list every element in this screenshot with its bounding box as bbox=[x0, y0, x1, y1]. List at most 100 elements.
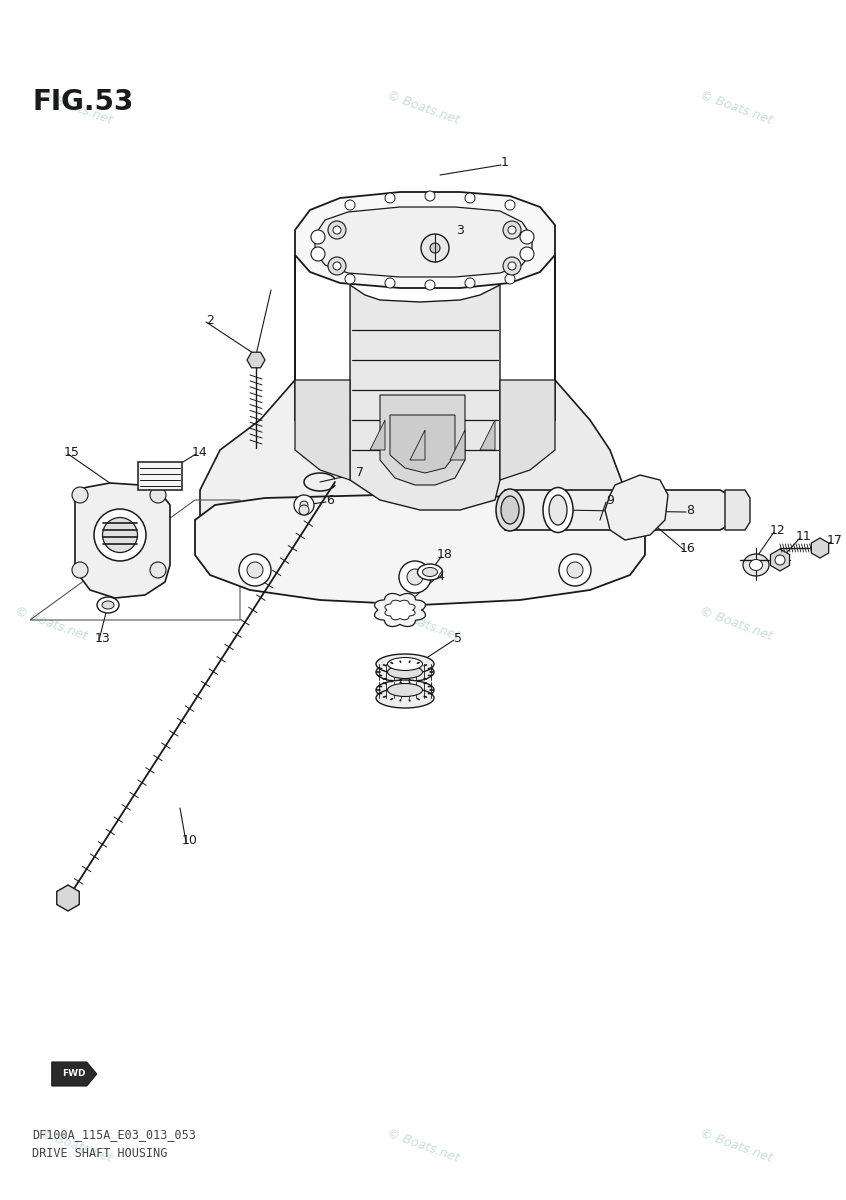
Polygon shape bbox=[200, 254, 380, 565]
Circle shape bbox=[299, 505, 309, 515]
Text: 6: 6 bbox=[326, 493, 334, 506]
Polygon shape bbox=[370, 420, 385, 450]
Polygon shape bbox=[500, 380, 555, 480]
Ellipse shape bbox=[387, 666, 422, 678]
Circle shape bbox=[72, 487, 88, 503]
Ellipse shape bbox=[543, 487, 573, 533]
Ellipse shape bbox=[387, 658, 422, 671]
Text: 11: 11 bbox=[796, 529, 812, 542]
Circle shape bbox=[328, 221, 346, 239]
Text: 8: 8 bbox=[686, 504, 694, 516]
Circle shape bbox=[345, 274, 355, 284]
Text: 13: 13 bbox=[95, 631, 111, 644]
Text: © Boats.net: © Boats.net bbox=[385, 89, 461, 127]
Circle shape bbox=[559, 554, 591, 586]
Ellipse shape bbox=[97, 596, 119, 613]
Circle shape bbox=[520, 230, 534, 244]
Circle shape bbox=[247, 562, 263, 578]
Text: DF100A_115A_E03_013_053: DF100A_115A_E03_013_053 bbox=[32, 1128, 196, 1141]
Ellipse shape bbox=[376, 662, 434, 682]
Text: 16: 16 bbox=[680, 541, 696, 554]
Circle shape bbox=[385, 278, 395, 288]
Ellipse shape bbox=[102, 601, 114, 608]
Ellipse shape bbox=[549, 494, 567, 526]
Ellipse shape bbox=[417, 564, 442, 580]
Ellipse shape bbox=[750, 559, 762, 570]
Circle shape bbox=[505, 200, 515, 210]
Circle shape bbox=[503, 257, 521, 275]
Text: © Boats.net: © Boats.net bbox=[385, 605, 461, 643]
Polygon shape bbox=[390, 415, 455, 473]
Text: © Boats.net: © Boats.net bbox=[698, 89, 774, 127]
Text: © Boats.net: © Boats.net bbox=[385, 1127, 461, 1165]
Text: 15: 15 bbox=[64, 445, 80, 458]
Polygon shape bbox=[295, 380, 350, 480]
Polygon shape bbox=[505, 490, 740, 530]
Circle shape bbox=[421, 234, 449, 262]
Text: 12: 12 bbox=[770, 523, 786, 536]
Circle shape bbox=[150, 487, 166, 503]
Polygon shape bbox=[315, 206, 532, 277]
Ellipse shape bbox=[376, 654, 434, 674]
Text: FIG.53: FIG.53 bbox=[32, 88, 134, 115]
Circle shape bbox=[333, 262, 341, 270]
Circle shape bbox=[407, 569, 423, 584]
Circle shape bbox=[775, 554, 785, 565]
Polygon shape bbox=[247, 353, 265, 367]
Text: 18: 18 bbox=[437, 548, 453, 562]
Text: 5: 5 bbox=[454, 631, 462, 644]
Polygon shape bbox=[605, 475, 668, 540]
Ellipse shape bbox=[496, 490, 524, 530]
Circle shape bbox=[520, 247, 534, 260]
Circle shape bbox=[430, 242, 440, 253]
Text: © Boats.net: © Boats.net bbox=[698, 605, 774, 643]
Polygon shape bbox=[75, 482, 170, 598]
Circle shape bbox=[300, 502, 308, 509]
Circle shape bbox=[385, 193, 395, 203]
Text: FWD: FWD bbox=[62, 1069, 85, 1079]
Polygon shape bbox=[385, 600, 415, 620]
Ellipse shape bbox=[94, 509, 146, 560]
Ellipse shape bbox=[102, 517, 138, 552]
Polygon shape bbox=[725, 490, 750, 530]
Circle shape bbox=[333, 226, 341, 234]
Polygon shape bbox=[440, 254, 625, 565]
Circle shape bbox=[508, 226, 516, 234]
Text: 3: 3 bbox=[456, 223, 464, 236]
Polygon shape bbox=[57, 886, 80, 911]
Circle shape bbox=[465, 193, 475, 203]
Polygon shape bbox=[380, 395, 465, 485]
Circle shape bbox=[465, 278, 475, 288]
Circle shape bbox=[294, 494, 314, 515]
Text: 2: 2 bbox=[206, 313, 214, 326]
Text: 14: 14 bbox=[192, 445, 208, 458]
Ellipse shape bbox=[501, 496, 519, 524]
Text: © Boats.net: © Boats.net bbox=[13, 605, 89, 643]
Polygon shape bbox=[811, 538, 829, 558]
Polygon shape bbox=[295, 192, 555, 288]
Circle shape bbox=[567, 562, 583, 578]
Circle shape bbox=[399, 560, 431, 593]
Polygon shape bbox=[350, 284, 500, 510]
Ellipse shape bbox=[387, 684, 422, 696]
Circle shape bbox=[505, 274, 515, 284]
Text: © Boats.net: © Boats.net bbox=[38, 89, 114, 127]
Polygon shape bbox=[480, 420, 495, 450]
Circle shape bbox=[425, 280, 435, 290]
Text: 10: 10 bbox=[182, 834, 198, 846]
Text: © Boats.net: © Boats.net bbox=[38, 1127, 114, 1165]
Ellipse shape bbox=[376, 688, 434, 708]
Circle shape bbox=[311, 247, 325, 260]
Circle shape bbox=[345, 200, 355, 210]
Circle shape bbox=[311, 230, 325, 244]
Circle shape bbox=[72, 562, 88, 578]
Polygon shape bbox=[138, 462, 182, 490]
Circle shape bbox=[328, 257, 346, 275]
Circle shape bbox=[150, 562, 166, 578]
Ellipse shape bbox=[743, 554, 769, 576]
Ellipse shape bbox=[422, 568, 437, 576]
Polygon shape bbox=[771, 550, 789, 571]
Polygon shape bbox=[375, 594, 426, 626]
Polygon shape bbox=[450, 430, 465, 460]
Text: DRIVE SHAFT HOUSING: DRIVE SHAFT HOUSING bbox=[32, 1147, 168, 1160]
